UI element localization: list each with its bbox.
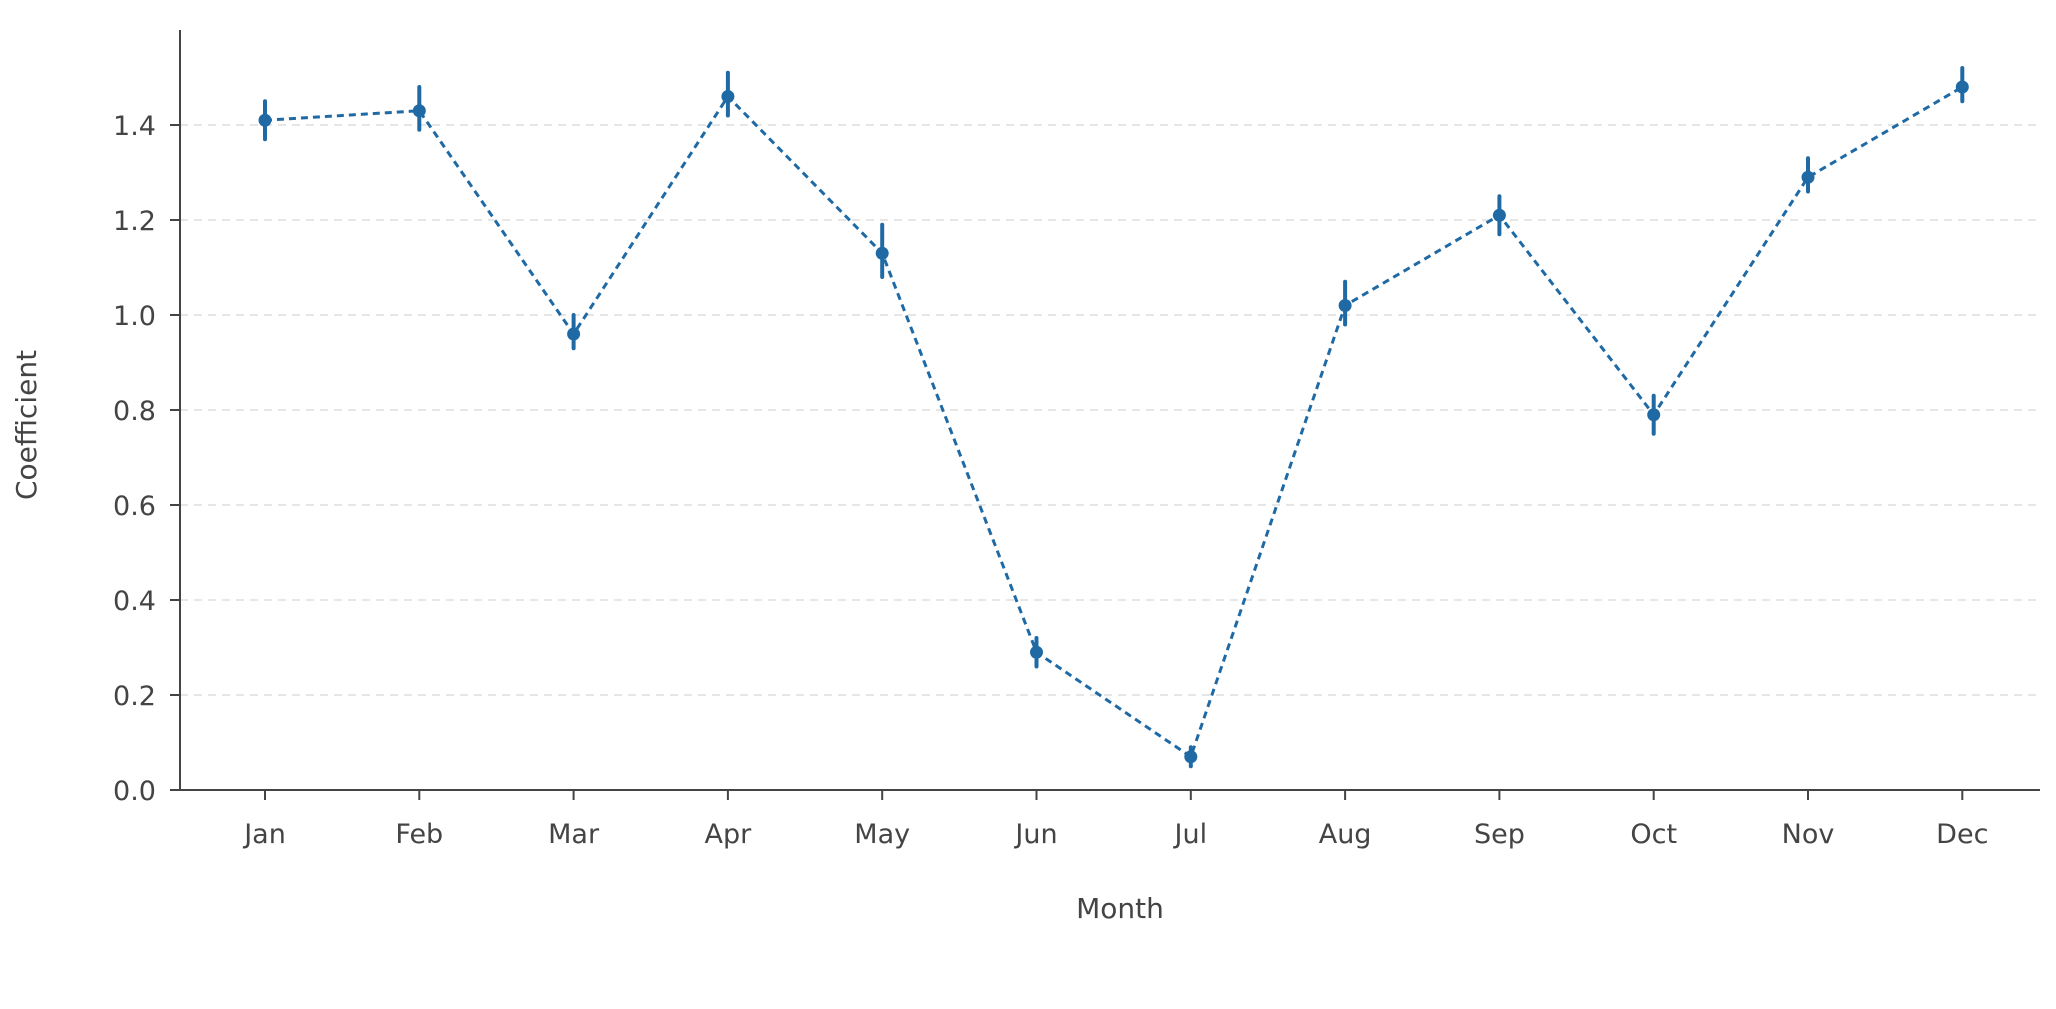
x-tick-label-1: Feb [395,819,443,850]
x-tick-label-2: Mar [548,819,600,850]
data-point-mar [567,327,581,341]
data-point-dec [1955,80,1969,94]
x-tick-label-8: Sep [1474,819,1525,850]
x-ticks: Jan Feb Mar Apr May Jun Jul Aug Sep Oct Nov Dec [242,790,1988,850]
x-tick-label-5: Jun [1013,819,1057,850]
y-tick-label-5: 1.0 [113,301,156,332]
x-tick-label-9: Oct [1630,819,1677,850]
series-line [264,85,1964,760]
y-tick-label-6: 1.2 [113,206,156,237]
y-ticks: 0.0 0.2 0.4 0.6 0.8 1.0 1.2 1.4 [113,111,180,807]
y-tick-label-2: 0.4 [113,586,156,617]
data-points [258,80,1969,764]
y-tick-label-7: 1.4 [113,111,156,142]
x-tick-label-3: Apr [705,819,753,850]
y-tick-label-4: 0.8 [113,396,156,427]
x-tick-label-0: Jan [242,819,286,850]
data-point-feb [412,104,426,118]
data-point-apr [721,90,735,103]
data-point-jan [258,113,272,127]
data-point-oct [1647,408,1661,422]
x-tick-label-10: Nov [1782,819,1835,850]
y-tick-label-0: 0.0 [113,776,156,807]
x-tick-label-6: Jul [1173,819,1208,850]
data-point-nov [1801,170,1815,184]
gridlines [180,124,2040,696]
x-tick-label-7: Aug [1319,819,1372,850]
data-point-sep [1492,208,1506,222]
error-bars [263,66,1965,769]
y-tick-label-3: 0.6 [113,491,156,522]
x-tick-label-4: May [854,819,910,850]
x-tick-label-11: Dec [1936,819,1988,850]
data-point-jun [1030,645,1043,659]
y-tick-label-1: 0.2 [113,681,156,712]
data-point-aug [1338,299,1352,312]
data-point-may [875,246,889,260]
data-point-jul [1184,750,1198,764]
x-axis-title: Month [1076,892,1164,925]
y-axis-title: Coefficient [10,350,43,500]
